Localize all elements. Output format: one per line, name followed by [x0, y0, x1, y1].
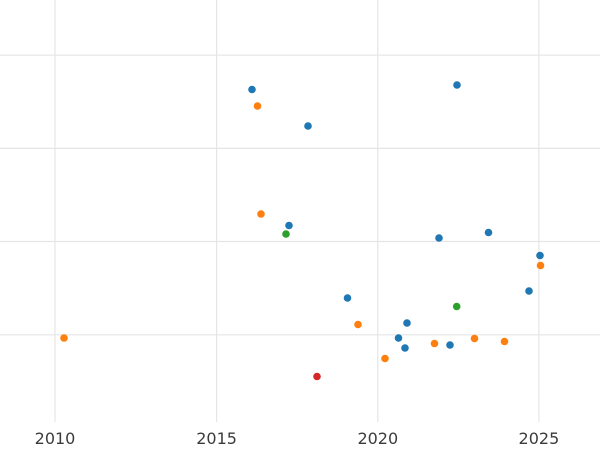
- scatter-point-blue: [304, 122, 312, 130]
- scatter-point-blue: [536, 251, 544, 260]
- scatter-point-orange: [253, 102, 262, 110]
- scatter-point-blue: [394, 334, 403, 342]
- scatter-point-blue: [525, 287, 533, 295]
- scatter-point-blue: [285, 221, 293, 230]
- scatter-point-blue: [343, 294, 352, 302]
- scatter-point-blue: [401, 344, 409, 352]
- scatter-point-orange: [536, 261, 545, 270]
- scatter-point-green: [452, 302, 461, 311]
- scatter-point-blue: [435, 234, 443, 242]
- scatter-point-orange: [470, 334, 479, 343]
- scatter-point-green: [282, 230, 290, 238]
- scatter-point-blue: [446, 341, 454, 349]
- scatter-point-blue: [484, 228, 493, 237]
- scatter-point-orange: [381, 354, 389, 363]
- scatter-point-blue: [403, 319, 411, 327]
- scatter-point-orange: [60, 334, 68, 342]
- x-tick-label: 2010: [35, 429, 76, 448]
- scatter-point-orange: [430, 339, 439, 348]
- scatter-point-orange: [257, 210, 265, 218]
- scatter-point-orange: [354, 320, 362, 329]
- x-tick-label: 2015: [196, 429, 237, 448]
- scatter-point-blue: [248, 85, 256, 94]
- scatter-point-red: [313, 372, 321, 381]
- scatter-point-orange: [500, 337, 509, 346]
- x-tick-label: 2020: [357, 429, 398, 448]
- x-tick-label: 2025: [519, 429, 560, 448]
- scatter-point-blue: [453, 81, 461, 89]
